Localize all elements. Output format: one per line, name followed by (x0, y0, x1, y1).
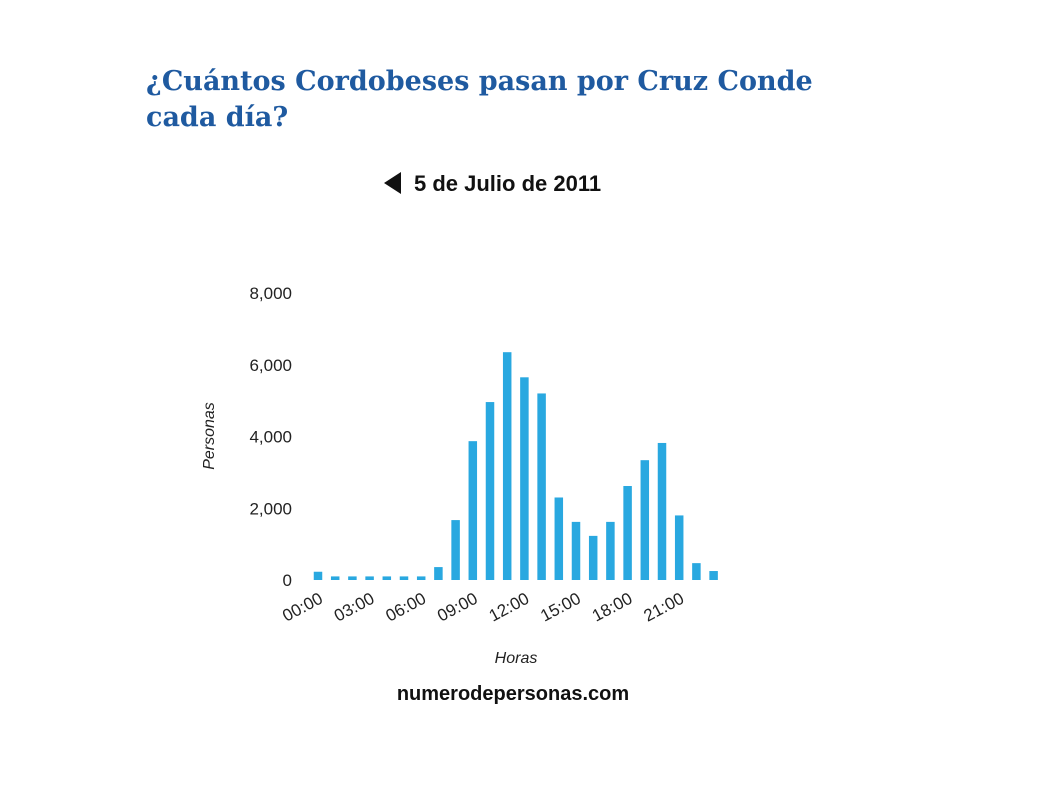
bar (485, 402, 495, 580)
bar (451, 520, 460, 580)
chart-title: cada día? (146, 102, 288, 133)
bar (382, 576, 392, 580)
bar (365, 576, 374, 580)
bar (554, 497, 564, 580)
y-tick-label: 8,000 (249, 284, 292, 303)
source: numerodepersonas.com (397, 683, 629, 705)
x-tick-label: 18:00 (589, 589, 635, 626)
bar (537, 393, 546, 580)
x-tick-label: 12:00 (486, 589, 532, 626)
y-tick-label: 0 (283, 571, 292, 590)
bar (468, 441, 478, 580)
bar (606, 521, 615, 580)
bar (709, 571, 718, 580)
bar (623, 486, 632, 580)
x-tick-label: 00:00 (279, 589, 325, 626)
bar (313, 571, 323, 580)
bar (434, 567, 443, 580)
bar (520, 377, 529, 580)
x-tick-label: 09:00 (434, 589, 480, 626)
chart-subtitle: 5 de Julio de 2011 (414, 171, 601, 196)
bar (640, 460, 650, 580)
x-tick-label: 15:00 (537, 589, 583, 626)
bar (571, 521, 581, 580)
y-tick-label: 6,000 (249, 356, 292, 375)
bar (588, 535, 598, 580)
bar (674, 515, 684, 580)
bar (330, 576, 340, 580)
bar (502, 352, 512, 580)
bar (416, 576, 426, 580)
y-tick-label: 4,000 (249, 428, 292, 447)
bar (399, 576, 409, 580)
chart-title: ¿Cuántos Cordobeses pasan por Cruz Conde (146, 66, 813, 97)
bar (348, 576, 357, 580)
y-axis-label: Personas (201, 402, 218, 470)
x-tick-label: 06:00 (383, 589, 429, 626)
y-tick-label: 2,000 (249, 499, 292, 518)
x-axis-label: Horas (495, 650, 538, 667)
x-tick-label: 03:00 (331, 589, 377, 626)
bar (692, 563, 701, 580)
bar (657, 442, 667, 580)
x-tick-label: 21:00 (641, 589, 687, 626)
previous-day-arrow[interactable] (384, 172, 401, 194)
